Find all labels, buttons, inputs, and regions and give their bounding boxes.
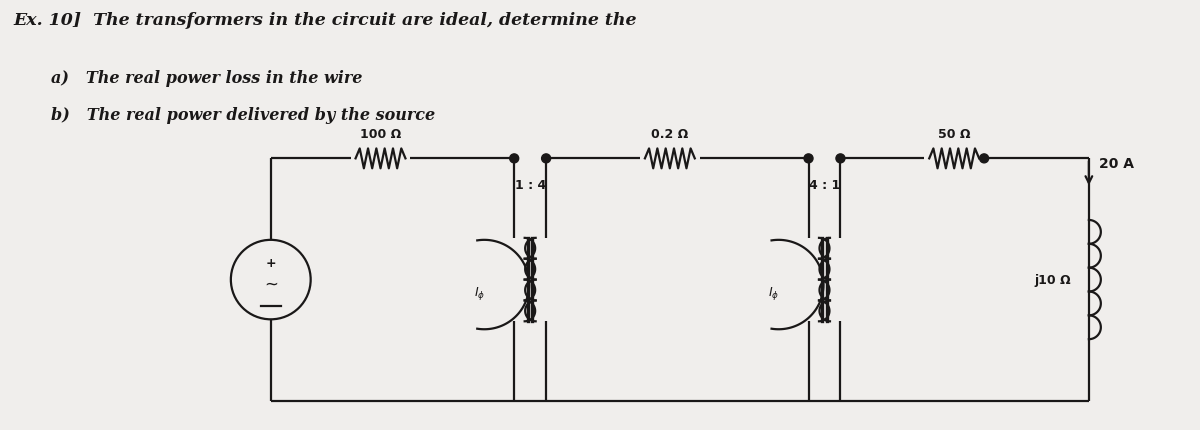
Text: +: + bbox=[265, 257, 276, 270]
Circle shape bbox=[510, 154, 518, 163]
Text: 100 Ω: 100 Ω bbox=[360, 128, 401, 141]
Circle shape bbox=[541, 154, 551, 163]
Circle shape bbox=[804, 154, 814, 163]
Text: 1 : 4: 1 : 4 bbox=[515, 179, 546, 192]
Text: a)   The real power loss in the wire: a) The real power loss in the wire bbox=[52, 70, 362, 87]
Text: 50 Ω: 50 Ω bbox=[938, 128, 971, 141]
Text: 4 : 1: 4 : 1 bbox=[809, 179, 840, 192]
Text: b)   The real power delivered by the source: b) The real power delivered by the sourc… bbox=[52, 107, 436, 123]
Text: 20 A: 20 A bbox=[1099, 157, 1134, 171]
Text: $I_{\phi}$: $I_{\phi}$ bbox=[474, 284, 485, 301]
Text: j10 Ω: j10 Ω bbox=[1034, 273, 1070, 286]
Text: ~: ~ bbox=[264, 275, 277, 293]
Circle shape bbox=[836, 154, 845, 163]
Text: 0.2 Ω: 0.2 Ω bbox=[652, 128, 689, 141]
Text: $I_{\phi}$: $I_{\phi}$ bbox=[768, 284, 779, 301]
Circle shape bbox=[979, 154, 989, 163]
Text: Ex. 10]  The transformers in the circuit are ideal, determine the: Ex. 10] The transformers in the circuit … bbox=[13, 12, 637, 29]
